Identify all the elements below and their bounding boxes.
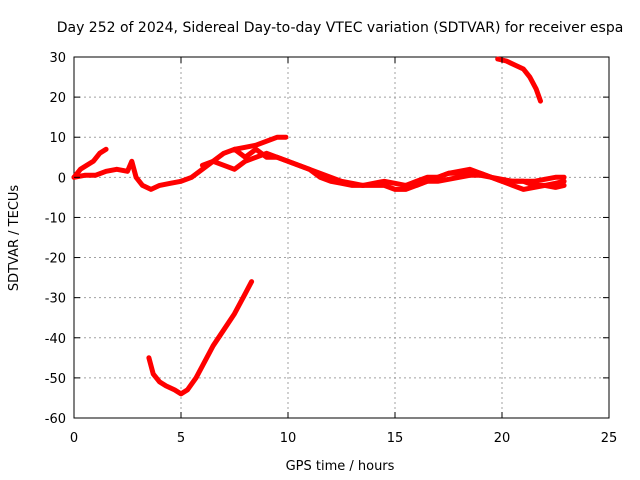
x-tick-label: 15 bbox=[387, 431, 404, 446]
x-tick-label: 10 bbox=[280, 431, 297, 446]
series-line-track-c bbox=[199, 150, 567, 188]
y-tick-label: -20 bbox=[45, 252, 66, 267]
y-tick-label: 10 bbox=[49, 131, 66, 146]
y-tick-label: 30 bbox=[49, 51, 66, 66]
y-tick-label: -10 bbox=[45, 211, 66, 226]
series-layer bbox=[71, 56, 567, 397]
x-tick-label: 25 bbox=[601, 431, 618, 446]
series-line-track-d bbox=[232, 134, 289, 152]
grid-lines bbox=[74, 57, 609, 418]
y-tick-label: -30 bbox=[45, 292, 66, 307]
x-tick-label: 20 bbox=[494, 431, 511, 446]
y-tick-label: -40 bbox=[45, 332, 66, 347]
x-tick-label: 5 bbox=[177, 431, 185, 446]
series-line-track-e bbox=[413, 166, 567, 192]
x-axis-label: GPS time / hours bbox=[286, 459, 395, 474]
y-axis-label: SDTVAR / TECUs bbox=[7, 185, 22, 292]
series-line-track-f bbox=[146, 279, 255, 397]
plot-frame bbox=[73, 56, 610, 419]
y-tick-label: -50 bbox=[45, 372, 66, 387]
chart-title: Day 252 of 2024, Sidereal Day-to-day VTE… bbox=[57, 20, 624, 36]
y-tick-label: -60 bbox=[45, 412, 66, 427]
y-tick-label: 20 bbox=[49, 91, 66, 106]
series-line-track-a bbox=[71, 146, 109, 180]
y-tick-label: 0 bbox=[58, 171, 66, 186]
series-line-track-g bbox=[495, 56, 543, 104]
series-line-track-b bbox=[71, 146, 567, 192]
x-axis: 0 5 10 15 20 25 bbox=[70, 57, 617, 446]
y-axis: -60 -50 -40 -30 -20 -10 0 10 20 30 bbox=[45, 51, 609, 427]
x-tick-label: 0 bbox=[70, 431, 78, 446]
